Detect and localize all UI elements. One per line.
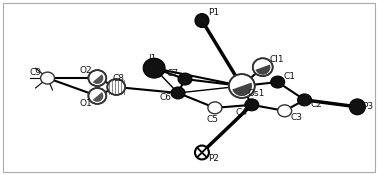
Ellipse shape — [88, 88, 106, 104]
Ellipse shape — [245, 99, 259, 111]
Text: P1: P1 — [208, 8, 220, 17]
Text: C3: C3 — [291, 113, 303, 122]
Text: P3: P3 — [362, 102, 373, 111]
Text: I1: I1 — [148, 54, 156, 63]
Text: C2: C2 — [311, 100, 322, 109]
Ellipse shape — [107, 79, 125, 95]
Ellipse shape — [297, 94, 311, 106]
Ellipse shape — [349, 99, 366, 115]
Text: C6: C6 — [159, 93, 171, 102]
Text: C7: C7 — [166, 69, 178, 78]
Text: C8: C8 — [112, 74, 124, 83]
Ellipse shape — [178, 73, 192, 85]
Text: Cl1: Cl1 — [270, 55, 284, 64]
Text: C5: C5 — [207, 115, 219, 124]
Ellipse shape — [195, 14, 209, 27]
Ellipse shape — [229, 74, 255, 98]
Ellipse shape — [278, 105, 291, 117]
Text: Os1: Os1 — [247, 89, 265, 99]
Ellipse shape — [253, 58, 273, 76]
Text: C4: C4 — [236, 108, 248, 117]
Ellipse shape — [208, 102, 222, 114]
Ellipse shape — [143, 58, 165, 78]
Wedge shape — [256, 65, 270, 75]
Text: O1: O1 — [79, 99, 92, 108]
Text: O2: O2 — [79, 66, 92, 75]
Text: P2: P2 — [208, 154, 219, 163]
Wedge shape — [93, 74, 103, 84]
Text: C1: C1 — [284, 72, 296, 81]
Ellipse shape — [88, 70, 106, 86]
Text: C9: C9 — [29, 68, 42, 77]
Ellipse shape — [40, 72, 54, 84]
Wedge shape — [232, 83, 252, 96]
Ellipse shape — [195, 146, 209, 159]
Ellipse shape — [271, 76, 285, 88]
Wedge shape — [93, 92, 103, 102]
Ellipse shape — [171, 87, 185, 99]
